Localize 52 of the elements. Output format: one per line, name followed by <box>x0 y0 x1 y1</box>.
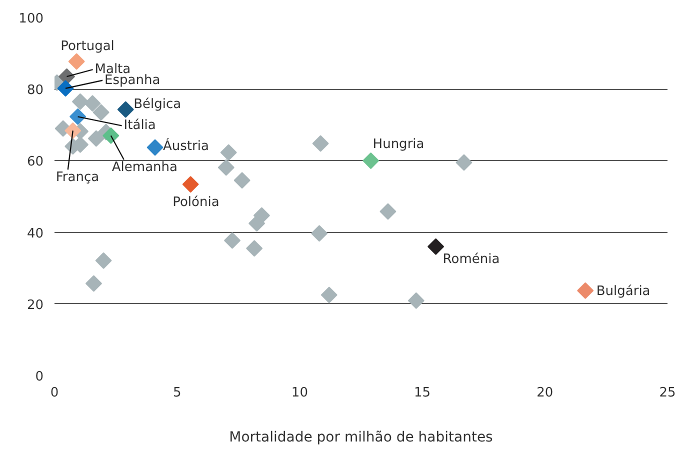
point <box>218 159 234 176</box>
point <box>248 215 266 232</box>
point <box>117 101 134 118</box>
point <box>456 154 472 171</box>
point <box>311 225 328 242</box>
text: França <box>56 170 100 186</box>
series-label: Bulgária <box>596 284 650 300</box>
y-tick-label: 60 <box>26 154 44 170</box>
series-label: Portugal <box>60 39 114 54</box>
point <box>312 135 329 152</box>
point <box>362 152 380 169</box>
point <box>84 95 101 112</box>
x-tick-label: 0 <box>50 386 59 400</box>
point <box>224 232 241 249</box>
point <box>146 139 164 156</box>
point <box>72 93 89 110</box>
point <box>428 238 444 255</box>
point <box>57 80 74 97</box>
y-tick-label: 100 <box>18 12 44 26</box>
x-tick-label: 20 <box>536 386 554 400</box>
point <box>380 203 396 220</box>
series-label: Bélgica <box>134 97 182 112</box>
point <box>88 130 104 147</box>
point <box>320 286 338 304</box>
point <box>95 252 112 269</box>
point <box>182 176 199 193</box>
point <box>85 275 102 292</box>
point <box>408 292 424 309</box>
point <box>68 53 85 70</box>
point <box>234 172 250 189</box>
x-tick-label: 25 <box>659 386 676 400</box>
x-tick-label: 5 <box>172 386 182 400</box>
point <box>70 108 86 125</box>
series-label: Alemanha <box>112 160 178 176</box>
x-tick-label: 10 <box>291 386 308 400</box>
series-label: Hungria <box>372 137 424 152</box>
y-tick-label: 0 <box>35 370 44 384</box>
point <box>246 240 263 257</box>
y-tick-label: 80 <box>26 83 44 98</box>
series-label: Roménia <box>442 252 500 268</box>
point <box>577 282 594 299</box>
x-tick-label: 15 <box>414 386 431 400</box>
point <box>220 144 237 161</box>
series-label: Polónia <box>172 194 220 210</box>
point <box>92 104 110 121</box>
y-tick-label: 20 <box>26 298 44 313</box>
series-label: Áustria <box>163 136 209 154</box>
point <box>102 127 120 144</box>
x-axis-title: Mortalidade por milhão de habitantes <box>229 430 493 446</box>
text: Itália <box>124 118 156 134</box>
y-tick-label: 40 <box>26 226 44 242</box>
point <box>64 122 82 139</box>
